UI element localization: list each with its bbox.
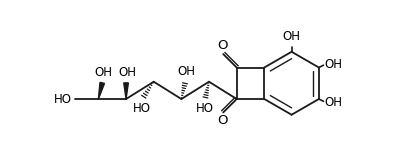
Text: OH: OH <box>325 58 342 71</box>
Polygon shape <box>98 82 105 99</box>
Polygon shape <box>124 83 128 99</box>
Text: OH: OH <box>94 66 112 79</box>
Text: OH: OH <box>177 65 195 78</box>
Text: HO: HO <box>132 102 150 115</box>
Text: OH: OH <box>118 66 137 79</box>
Text: O: O <box>217 114 228 127</box>
Text: HO: HO <box>196 102 213 115</box>
Text: OH: OH <box>282 30 301 43</box>
Text: HO: HO <box>54 93 72 106</box>
Text: OH: OH <box>325 96 342 109</box>
Text: O: O <box>217 39 228 52</box>
